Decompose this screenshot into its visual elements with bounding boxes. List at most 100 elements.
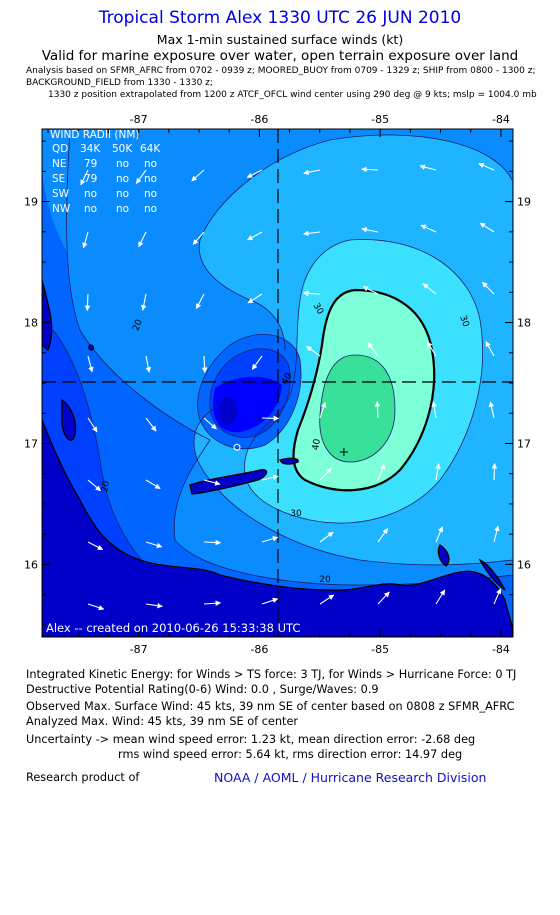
x-tick-label-top: -86 [250, 113, 268, 126]
contour-label: 40 [311, 438, 323, 451]
x-tick-label-bottom: -87 [130, 643, 148, 656]
wind-vector-arrow [319, 531, 334, 543]
wind-vector-arrow [367, 342, 379, 357]
wind-radii-cell: NE [52, 158, 67, 170]
contour-label: 20 [319, 575, 331, 585]
contour-fill-upperleft [42, 129, 230, 335]
wind-vector-arrow [138, 231, 147, 248]
wind-vector-arrow [319, 594, 335, 605]
x-tick-label-top: -84 [492, 113, 510, 126]
wind-vector-arrow [303, 169, 321, 175]
wind-vector-arrow [145, 602, 163, 609]
wind-radii-cell: no [116, 158, 129, 170]
wind-vector-arrow [87, 355, 94, 373]
wind-speed-contours [42, 129, 513, 637]
contour-fill-40kt [319, 355, 395, 462]
valid-exposure-line: Valid for marine exposure over water, op… [41, 48, 519, 64]
contour-line-30 [243, 239, 483, 524]
wind-radii-header: 34K [80, 143, 101, 155]
wind-vector-arrow [247, 293, 263, 304]
wind-radii-cell: no [116, 203, 129, 215]
wind-radii-header: 64K [140, 143, 161, 155]
wind-vector-arrow [374, 400, 381, 419]
wind-vector-arrow [145, 479, 161, 490]
wind-radii-cell: no [144, 188, 157, 200]
wind-radii-cell: NW [52, 203, 71, 215]
wind-vector-arrow [422, 283, 437, 295]
wind-vector-arrow [377, 464, 385, 481]
cay-1 [88, 344, 95, 351]
wind-vector-arrow [303, 230, 321, 237]
noaa-link[interactable]: NOAA / AOML / Hurricane Research Divisio… [214, 770, 487, 785]
y-tick-label-right: 17 [517, 437, 531, 450]
analysis-line-3: 1330 z position extrapolated from 1200 z… [48, 90, 537, 100]
wind-vector-arrow [435, 526, 444, 543]
axis-ticks: -87 -87 -86 -86 -85 -85 -84 -84 16 16 17 17 18 18 19 19 [24, 113, 531, 656]
wind-vector-arrow [493, 525, 500, 543]
analyzed-max-line: Analyzed Max. Wind: 45 kts, 39 nm SE of … [26, 715, 299, 728]
wind-vector-arrow [203, 600, 222, 606]
wind-vector-arrow [261, 536, 279, 543]
wind-radii-cell: no [144, 203, 157, 215]
wind-radii-cell: no [84, 188, 97, 200]
dpr-line: Destructive Potential Rating(0-6) Wind: … [26, 683, 379, 696]
wind-vector-arrow [87, 417, 98, 433]
wind-vector-arrow [135, 169, 147, 184]
x-tick-label-top: -87 [130, 113, 148, 126]
island-guanaja [279, 457, 299, 465]
wind-vector-arrow [362, 286, 379, 295]
x-tick-label-bottom: -84 [492, 643, 510, 656]
wind-vector-arrow [82, 231, 89, 249]
wind-vector-arrow [491, 462, 498, 481]
wind-vector-arrow [478, 162, 495, 171]
wind-vector-arrow [419, 164, 437, 171]
max-wind-marker [339, 447, 348, 456]
wind-vector-arrow [84, 293, 91, 312]
wind-vector-arrow [493, 588, 502, 605]
wind-radii-cell: no [84, 203, 97, 215]
y-tick-label-left: 17 [24, 437, 38, 450]
wind-vector-arrow [80, 169, 89, 186]
island-roatan [189, 469, 268, 495]
wind-radii-cell: 79 [84, 158, 97, 170]
contour-line-center-outer [197, 334, 302, 450]
wind-vector-arrow [426, 341, 437, 357]
wind-vectors [80, 162, 502, 611]
wind-vector-arrow [377, 591, 390, 605]
wind-vector-arrow [145, 355, 151, 373]
x-tick-label-bottom: -86 [250, 643, 268, 656]
wind-vector-arrow [435, 589, 446, 605]
wind-vector-arrow [246, 231, 263, 241]
wind-vector-arrow [192, 231, 205, 245]
coast-honduras [42, 419, 513, 637]
ike-line: Integrated Kinetic Energy: for Winds > T… [26, 668, 517, 681]
coast-cape [478, 558, 506, 591]
wind-vector-arrow [360, 166, 379, 173]
wind-vector-arrow [302, 290, 321, 297]
wind-vector-arrow [203, 539, 222, 546]
wind-vector-arrow [431, 401, 437, 419]
wind-vector-arrow [319, 401, 327, 419]
wind-radii-header: 50K [112, 143, 133, 155]
storm-center-marker [233, 443, 241, 451]
wind-radii-table: WIND RADII (NM) QD 34K 50K 64K NE 79 no no SE 79 no… [50, 129, 161, 215]
wind-vector-arrow [319, 467, 332, 481]
contour-fill-center-core [219, 397, 237, 425]
contour-line-20b [198, 139, 331, 351]
y-tick-label-right: 16 [517, 558, 531, 571]
wind-vector-arrow [145, 541, 163, 549]
x-tick-label-top: -85 [371, 113, 389, 126]
contour-line-20a [329, 134, 513, 181]
wind-vector-arrow [145, 417, 157, 432]
wind-vector-arrow [420, 224, 437, 233]
wind-vector-arrow [435, 463, 441, 481]
wind-vector-arrow [485, 341, 495, 357]
wind-vector-arrow [141, 293, 147, 311]
contour-line-40 [319, 354, 396, 463]
wind-vector-arrow [191, 169, 205, 182]
x-tick-label-bottom: -85 [371, 643, 389, 656]
wind-radii-cell: no [116, 173, 129, 185]
contour-fill-lower [42, 129, 513, 637]
island-swan [437, 544, 450, 567]
